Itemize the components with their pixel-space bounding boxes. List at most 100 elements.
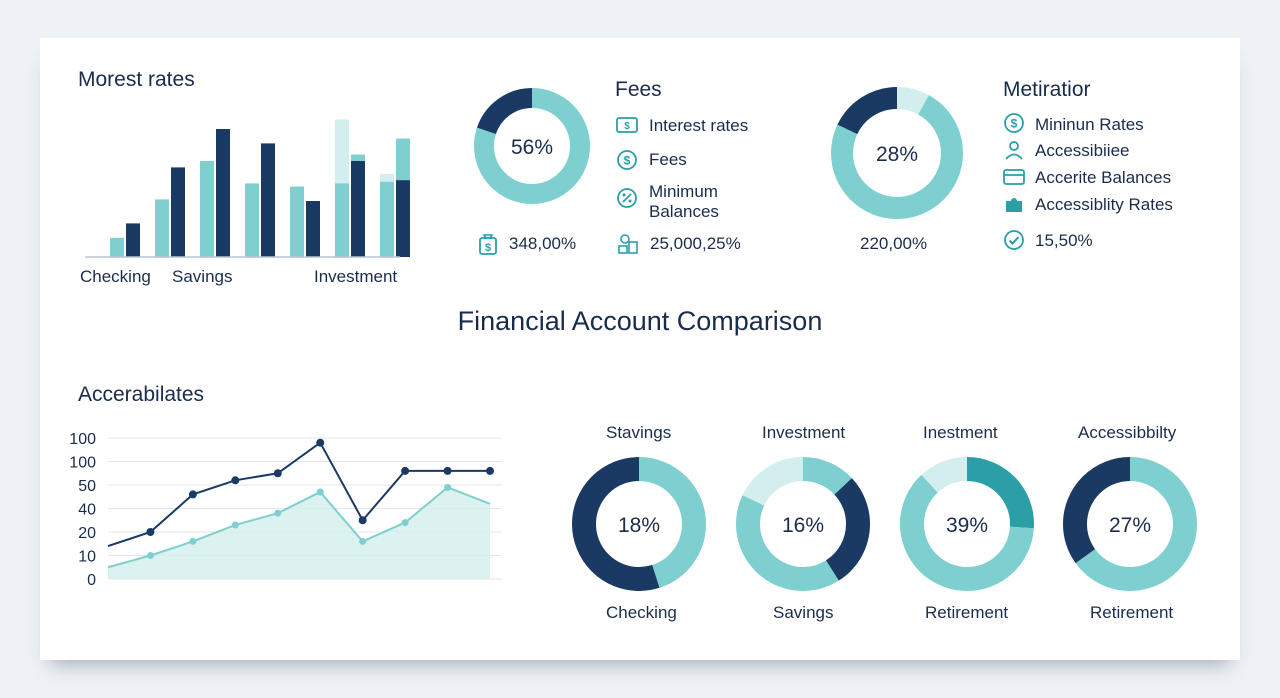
donut-56-caption: 348,00% <box>509 234 577 253</box>
navy-point-7 <box>401 466 410 475</box>
y-tick-label-4: 50 <box>78 478 96 495</box>
svg-text:$: $ <box>624 121 630 132</box>
donut-18: 18% <box>572 457 706 591</box>
bar-s1-3 <box>261 143 275 257</box>
people-icon <box>1005 141 1023 160</box>
donut-28: 28% <box>831 87 963 219</box>
navy-point-1 <box>146 528 155 536</box>
page-title: Financial Account Comparison <box>457 306 823 336</box>
bar-s1-1 <box>171 167 185 257</box>
donut-28-label: 28% <box>876 143 918 166</box>
teal-point-1 <box>146 552 154 559</box>
bar-chart-title: Morest rates <box>78 68 195 91</box>
svg-text:$: $ <box>1011 117 1018 131</box>
teal-point-5 <box>316 488 324 496</box>
donut-slice-6-2 <box>900 457 1034 591</box>
dashboard-card: Morest rates Checking Savings Investment… <box>40 38 1240 660</box>
svg-text:$: $ <box>485 242 491 254</box>
metrics-item-balances: Accerite Balances <box>1035 168 1172 187</box>
teal-point-7 <box>401 519 409 527</box>
line-series-teal <box>107 486 491 569</box>
line-chart-title: Accerabilates <box>78 383 205 406</box>
metrics-title: Metiratior <box>1003 78 1091 101</box>
teal-point-3 <box>231 521 239 529</box>
fees-item-minimum: Minimum <box>649 182 718 201</box>
donut-slice-6-1 <box>900 457 1034 591</box>
bar-s0-6 <box>380 181 394 257</box>
donut-27-label: 27% <box>1109 514 1151 537</box>
metrics-item-percent: 15,50% <box>1035 231 1093 250</box>
navy-point-9 <box>486 466 494 475</box>
y-tick-label-0: 0 <box>87 572 96 589</box>
bar-s0-3 <box>245 183 259 257</box>
donut-18-label: 18% <box>618 514 660 537</box>
donut-27-bottom-label: Retirement <box>1090 603 1174 622</box>
line-series-navy <box>107 441 490 548</box>
metrics-item-rates: Accessiblity Rates <box>1035 195 1173 214</box>
coins-stack-icon <box>618 234 638 254</box>
donut-27: 27% <box>1063 457 1197 591</box>
donut-56-label: 56% <box>511 136 553 159</box>
donut-slice-2-2 <box>831 87 963 219</box>
bar-s0-1 <box>155 199 169 257</box>
donut-18-bottom-label: Checking <box>606 603 677 622</box>
teal-point-4 <box>274 509 282 517</box>
donut-slice-1-1 <box>474 88 590 204</box>
y-tick-label-3: 40 <box>78 502 96 519</box>
y-tick-label-6: 100 <box>69 431 96 448</box>
check-icon <box>1004 230 1024 250</box>
bar-s0-5 <box>335 183 349 257</box>
teal-point-8 <box>444 483 452 491</box>
coin-icon: $ <box>1004 113 1024 133</box>
donut-16: 16% <box>736 457 870 591</box>
bill-icon: $ <box>616 117 638 133</box>
teal-point-2 <box>189 537 197 545</box>
donut-56: 56% <box>474 88 590 204</box>
donut-39: 39% <box>900 457 1034 591</box>
metrics-item-minimum-rates: Mininun Rates <box>1035 115 1144 134</box>
navy-point-5 <box>316 438 325 447</box>
bar-s0-0 <box>110 237 124 257</box>
donut-16-bottom-label: Savings <box>773 603 834 622</box>
y-tick-label-1: 10 <box>78 549 96 566</box>
bar-chart <box>85 119 410 258</box>
navy-point-4 <box>273 469 282 478</box>
donut-28-caption: 220,00% <box>860 234 928 253</box>
line-area <box>108 487 490 579</box>
donut-slice-2-1 <box>831 87 963 219</box>
fees-item-interest-rates: Interest rates <box>649 116 749 135</box>
fees-title: Fees <box>615 78 662 101</box>
bar-x-label-investment: Investment <box>314 267 398 286</box>
bar-x-label-checking: Checking <box>80 267 151 286</box>
donut-slice-5-2 <box>736 457 870 591</box>
bar-s1-5 <box>351 161 365 257</box>
donut-slice-7-1 <box>1063 457 1197 591</box>
donut-16-label: 16% <box>782 514 824 537</box>
y-tick-label-2: 20 <box>78 525 96 542</box>
donut-slice-4-1 <box>572 457 706 591</box>
navy-point-6 <box>358 516 367 525</box>
bar-s1-6 <box>396 180 410 257</box>
y-tick-label-5: 100 <box>69 455 96 472</box>
coin-icon: $ <box>617 150 637 170</box>
teal-point-6 <box>359 537 367 545</box>
donut-39-label: 39% <box>946 514 988 537</box>
bar-s0-2 <box>200 161 214 257</box>
puzzle-icon <box>1006 198 1022 212</box>
bar-s1-0 <box>126 223 140 257</box>
donut-18-top-label: Stavings <box>606 423 672 442</box>
money-bag-icon: $ <box>479 234 497 255</box>
bar-s1-4 <box>306 201 320 257</box>
navy-point-8 <box>443 466 452 475</box>
donut-39-top-label: Inestment <box>923 423 998 442</box>
donut-slice-5-1 <box>736 457 870 591</box>
donut-39-bottom-label: Retirement <box>925 603 1009 622</box>
fees-value: 25,000,25% <box>650 234 741 253</box>
bar-s1-2 <box>216 129 230 257</box>
donut-27-top-label: Accessibbilty <box>1078 423 1177 442</box>
navy-point-2 <box>188 490 197 499</box>
svg-text:$: $ <box>624 154 631 168</box>
donut-16-top-label: Investment <box>762 423 846 442</box>
fees-item-fees: Fees <box>649 150 687 169</box>
